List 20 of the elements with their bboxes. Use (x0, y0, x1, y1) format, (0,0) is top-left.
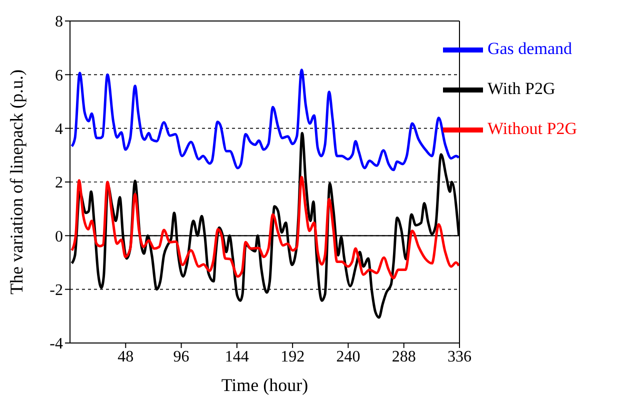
y-tick-label: 0 (55, 228, 63, 246)
legend-label: Gas demand (487, 38, 572, 58)
y-tick-label: -4 (50, 336, 63, 353)
y-tick-label: 2 (55, 174, 63, 192)
x-tick-label: 288 (392, 348, 416, 366)
x-tick-label: 192 (280, 348, 305, 366)
y-tick-label: -2 (50, 282, 63, 300)
y-tick-label: 6 (55, 67, 63, 84)
y-tick-label: 4 (55, 121, 63, 138)
legend-label: With P2G (487, 78, 556, 98)
x-tick-label: 48 (118, 348, 134, 366)
legend-label: Without P2G (487, 118, 577, 138)
x-tick-label: 336 (447, 348, 472, 366)
x-tick-label: 96 (173, 348, 190, 366)
x-tick-label: 240 (336, 348, 360, 366)
y-tick-label: 8 (55, 14, 63, 31)
x-axis-title: Time (hour) (221, 375, 308, 395)
line-series (70, 68, 460, 172)
x-tick-label: 144 (224, 348, 249, 366)
y-axis-title: The variation of linepack (p.u.) (6, 70, 26, 294)
